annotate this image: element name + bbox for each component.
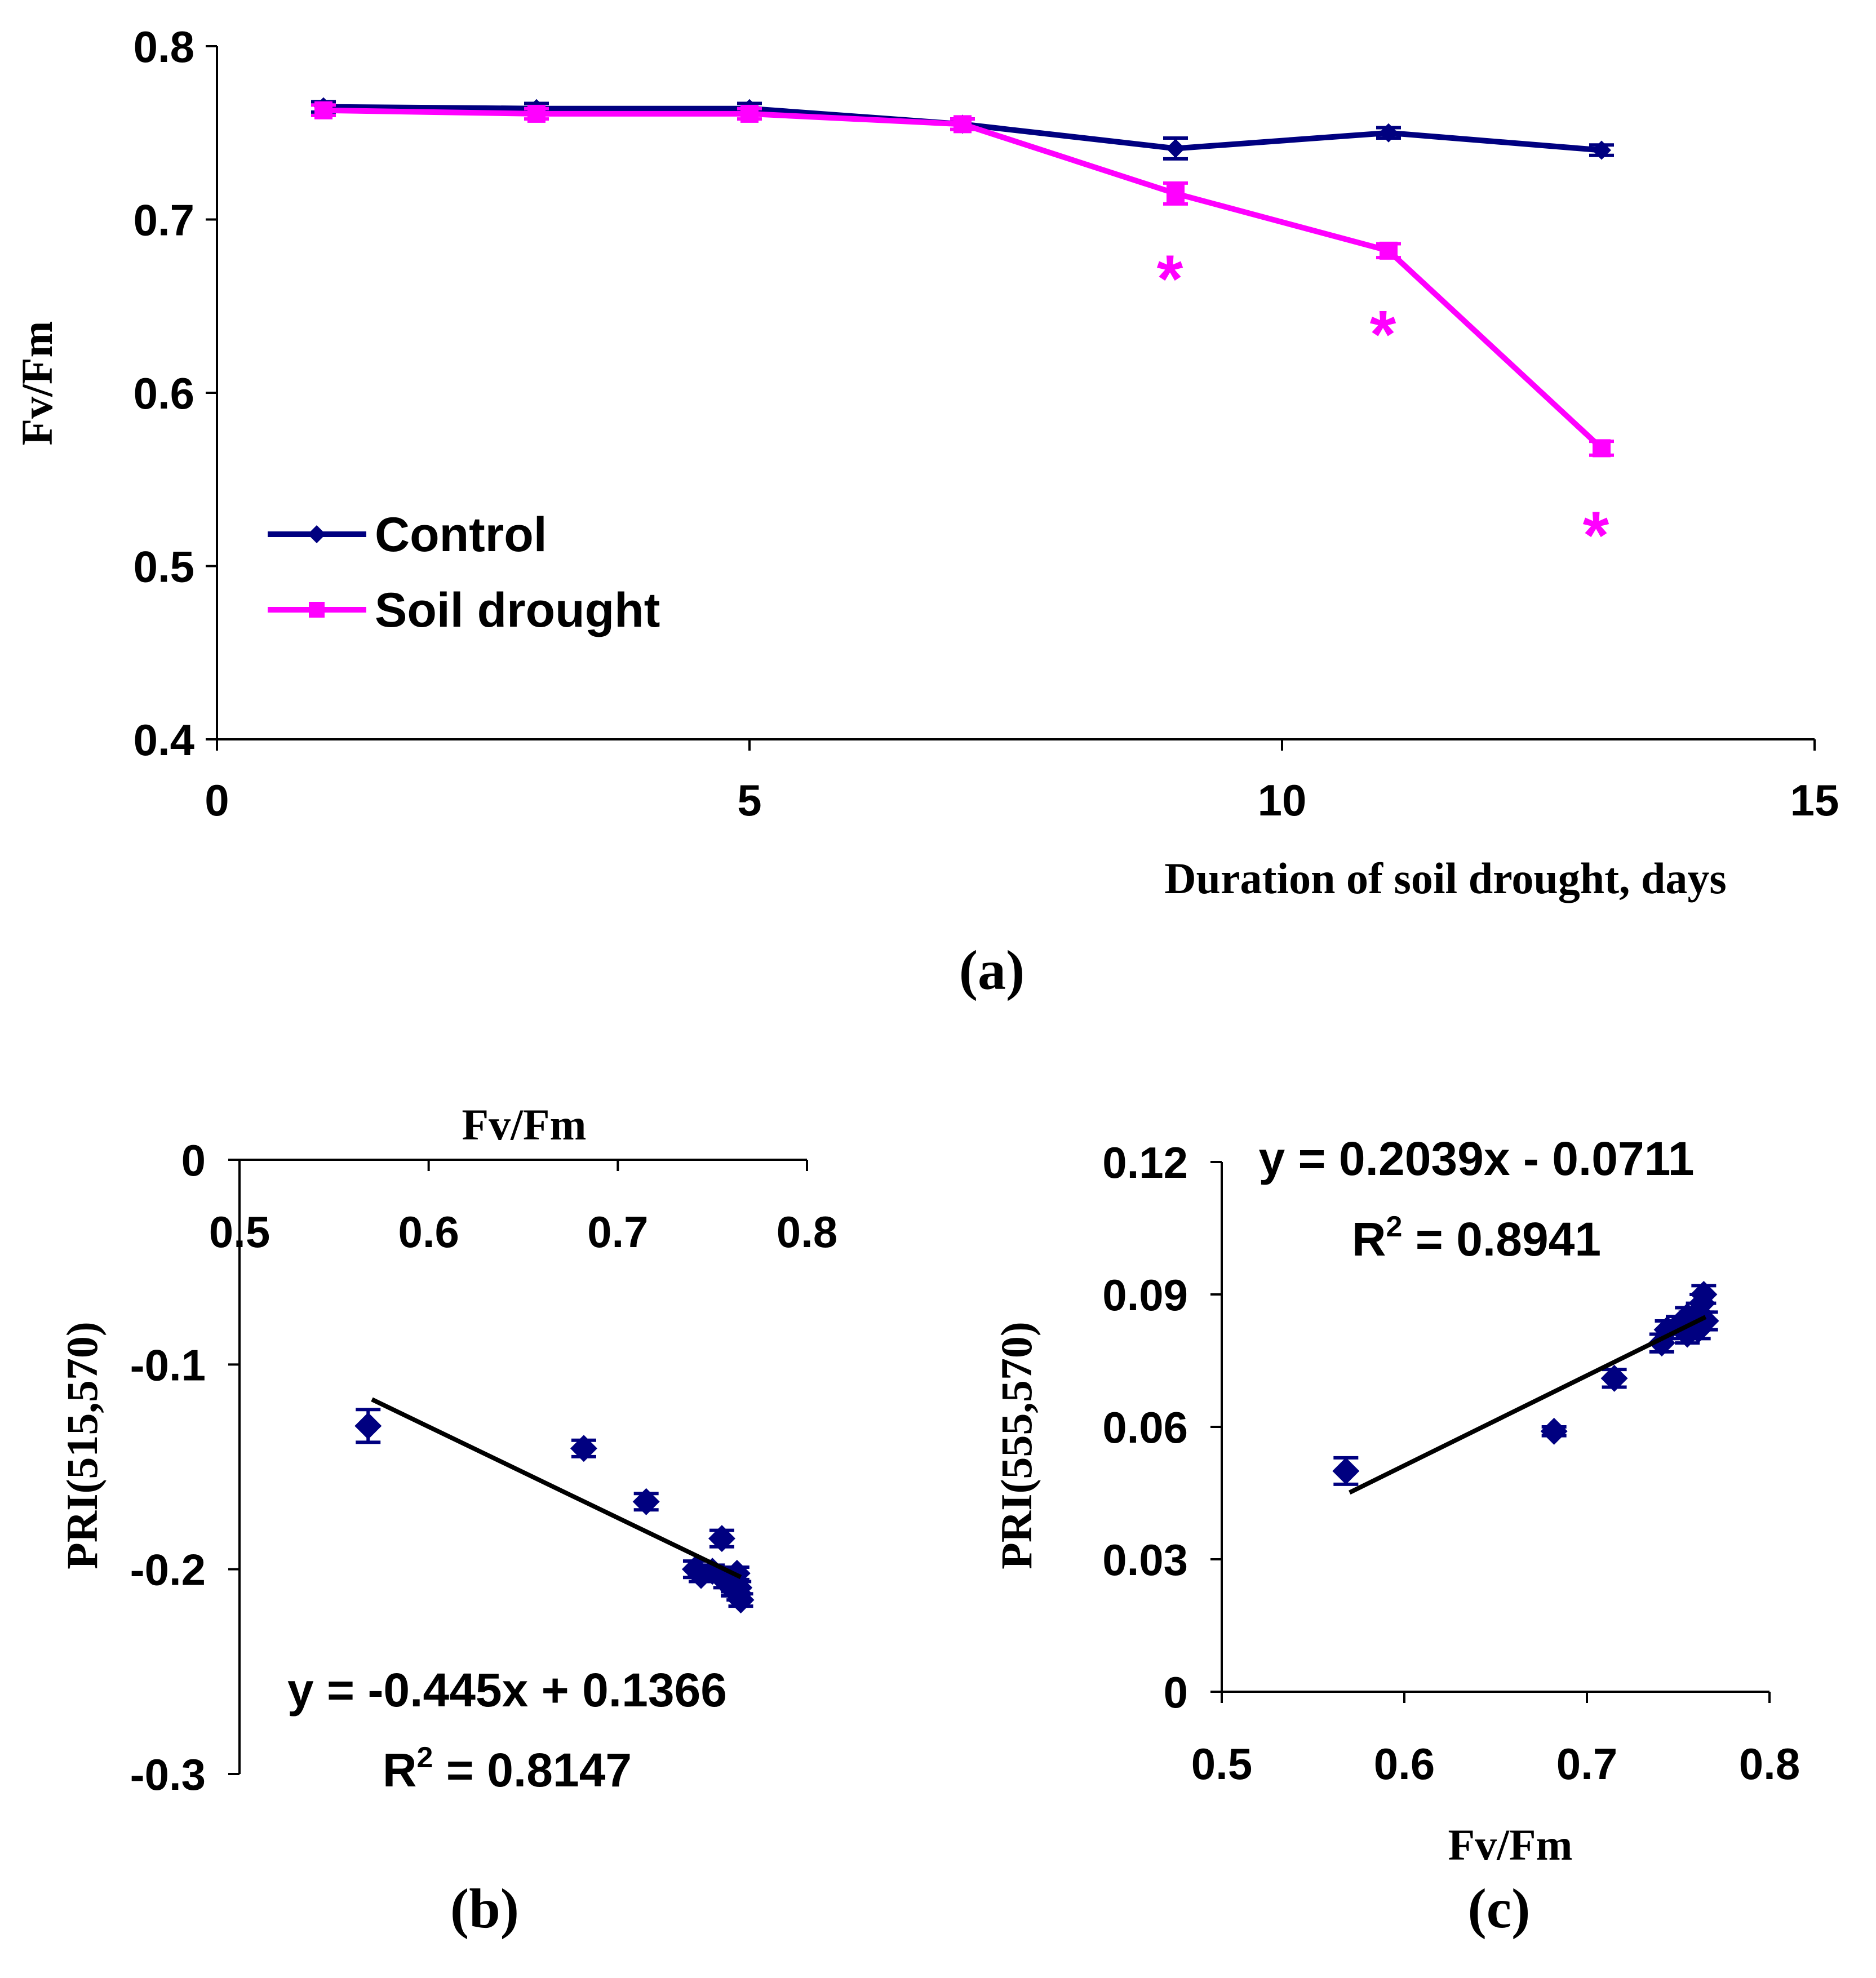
legend-control-diamond-marker bbox=[308, 525, 326, 543]
drought-data-point bbox=[953, 115, 972, 134]
panel-b-axes: 0 -0.1 -0.2 -0.3 0.5 0.6 0.7 0.8 bbox=[130, 1136, 838, 1799]
panel-c-r-squared: R2 = 0.8941 bbox=[1352, 1210, 1601, 1266]
drought-data-point bbox=[527, 104, 545, 123]
panel-a-y-tick-label: 0.8 bbox=[134, 22, 194, 72]
panel-a-y-tick-label: 0.6 bbox=[134, 369, 194, 418]
panel-c-y-tick-label: 0.09 bbox=[1102, 1270, 1188, 1320]
panel-b-scatter-chart: 0 -0.1 -0.2 -0.3 0.5 0.6 0.7 0.8 Fv/Fm PRI(515,… bbox=[57, 1100, 837, 1940]
drought-data-point bbox=[314, 101, 332, 119]
panel-c-y-tick-label: 0.12 bbox=[1102, 1138, 1188, 1187]
scatter-point bbox=[725, 1574, 753, 1602]
drought-data-point bbox=[1167, 184, 1185, 203]
panel-c-scatter-chart: 0 0.03 0.06 0.09 0.12 0.5 0.6 0.7 0.8 Fv/Fm PRI(… bbox=[992, 1132, 1800, 1940]
panel-c-x-tick-label: 0.5 bbox=[1191, 1739, 1252, 1789]
panel-b-x-tick-label: 0.5 bbox=[209, 1207, 270, 1257]
panel-a-y-axis-title: Fv/Fm bbox=[12, 321, 61, 446]
significance-asterisk: * bbox=[1583, 498, 1609, 573]
panel-a-significance-marks: * * * bbox=[1157, 241, 1609, 573]
drought-data-point bbox=[1593, 439, 1611, 458]
panel-a-series bbox=[311, 97, 1614, 458]
panel-b-y-tick-label: -0.2 bbox=[130, 1545, 206, 1595]
scatter-point bbox=[1600, 1364, 1628, 1392]
panel-b-x-tick-label: 0.8 bbox=[777, 1207, 837, 1257]
legend-drought-square-marker bbox=[309, 602, 325, 618]
panel-a-legend: Control Soil drought bbox=[268, 508, 660, 637]
panel-c-label: (c) bbox=[1468, 1877, 1531, 1940]
series-drought-line bbox=[323, 107, 1604, 451]
panel-c-y-tick-label: 0.03 bbox=[1102, 1535, 1188, 1585]
panel-a-x-tick-label: 10 bbox=[1258, 775, 1307, 825]
panel-b-equation: y = -0.445x + 0.1366 bbox=[287, 1664, 727, 1717]
panel-c-r2-value: = 0.8941 bbox=[1402, 1213, 1601, 1266]
significance-asterisk: * bbox=[1157, 241, 1183, 317]
scatter-point bbox=[708, 1525, 735, 1553]
control-data-point bbox=[1592, 140, 1611, 160]
panel-c-y-tick-label: 0 bbox=[1164, 1667, 1188, 1717]
panel-a-y-tick-label: 0.4 bbox=[134, 715, 194, 765]
panel-c-x-tick-label: 0.6 bbox=[1374, 1739, 1435, 1789]
panel-c-points bbox=[1332, 1281, 1719, 1486]
panel-c-equation: y = 0.2039x - 0.0711 bbox=[1258, 1132, 1694, 1185]
panel-b-x-tick-label: 0.7 bbox=[587, 1207, 648, 1257]
panel-c-trendline bbox=[1349, 1315, 1707, 1495]
panel-c-x-axis-title: Fv/Fm bbox=[1448, 1820, 1573, 1869]
panel-b-x-tick-label: 0.6 bbox=[398, 1207, 459, 1257]
panel-b-label: (b) bbox=[450, 1877, 519, 1940]
panel-a-axes: 0.4 0.5 0.6 0.7 0.8 0 5 10 15 bbox=[134, 22, 1839, 825]
panel-b-x-axis-title: Fv/Fm bbox=[462, 1100, 587, 1149]
panel-a-label: (a) bbox=[959, 939, 1025, 1001]
scatter-point bbox=[354, 1412, 382, 1440]
panel-b-r2-superscript: 2 bbox=[417, 1741, 433, 1774]
panel-a-x-tick-label: 5 bbox=[737, 775, 761, 825]
panel-b-points bbox=[354, 1408, 755, 1614]
panel-a-y-tick-label: 0.5 bbox=[134, 542, 194, 592]
scatter-point bbox=[1332, 1457, 1360, 1485]
legend-drought-label: Soil drought bbox=[375, 583, 660, 637]
drought-data-point bbox=[1380, 241, 1398, 260]
panel-c-r2-prefix: R bbox=[1352, 1213, 1386, 1266]
scatter-point bbox=[570, 1435, 597, 1462]
panel-b-y-tick-label: -0.3 bbox=[130, 1750, 206, 1799]
panel-c-x-tick-label: 0.7 bbox=[1556, 1739, 1617, 1789]
control-data-point bbox=[1166, 139, 1185, 158]
panel-a-x-axis-title: Duration of soil drought, days bbox=[1164, 854, 1727, 903]
panel-b-r2-value: = 0.8147 bbox=[433, 1744, 632, 1797]
panel-a-x-tick-label: 0 bbox=[205, 775, 229, 825]
panel-a-line-chart: 0.4 0.5 0.6 0.7 0.8 0 5 10 15 * * * Fv/Fm Duration… bbox=[12, 22, 1839, 1001]
panel-b-y-tick-label: -0.1 bbox=[130, 1340, 206, 1390]
panel-c-y-axis-title: PRI(555,570) bbox=[992, 1321, 1041, 1569]
panel-c-y-tick-label: 0.06 bbox=[1102, 1403, 1188, 1452]
panel-b-y-axis-title: PRI(515,570) bbox=[57, 1321, 107, 1569]
panel-b-r-squared: R2 = 0.8147 bbox=[383, 1741, 632, 1797]
panel-b-trendline bbox=[371, 1397, 742, 1580]
legend-control-label: Control bbox=[375, 508, 547, 562]
panel-b-y-tick-label: 0 bbox=[181, 1136, 206, 1185]
panel-b-r2-prefix: R bbox=[383, 1744, 417, 1797]
scatter-point bbox=[632, 1488, 660, 1515]
panel-c-x-tick-label: 0.8 bbox=[1739, 1739, 1800, 1789]
drought-data-point bbox=[740, 104, 759, 123]
scatter-point bbox=[1690, 1281, 1718, 1308]
panel-c-r2-superscript: 2 bbox=[1386, 1210, 1403, 1243]
scatter-point bbox=[1540, 1417, 1568, 1445]
panel-c-axes: 0 0.03 0.06 0.09 0.12 0.5 0.6 0.7 0.8 bbox=[1102, 1138, 1800, 1789]
panel-a-x-tick-label: 15 bbox=[1790, 775, 1839, 825]
significance-asterisk: * bbox=[1370, 296, 1396, 372]
panel-a-y-tick-label: 0.7 bbox=[134, 196, 194, 245]
control-data-point bbox=[1379, 123, 1398, 143]
